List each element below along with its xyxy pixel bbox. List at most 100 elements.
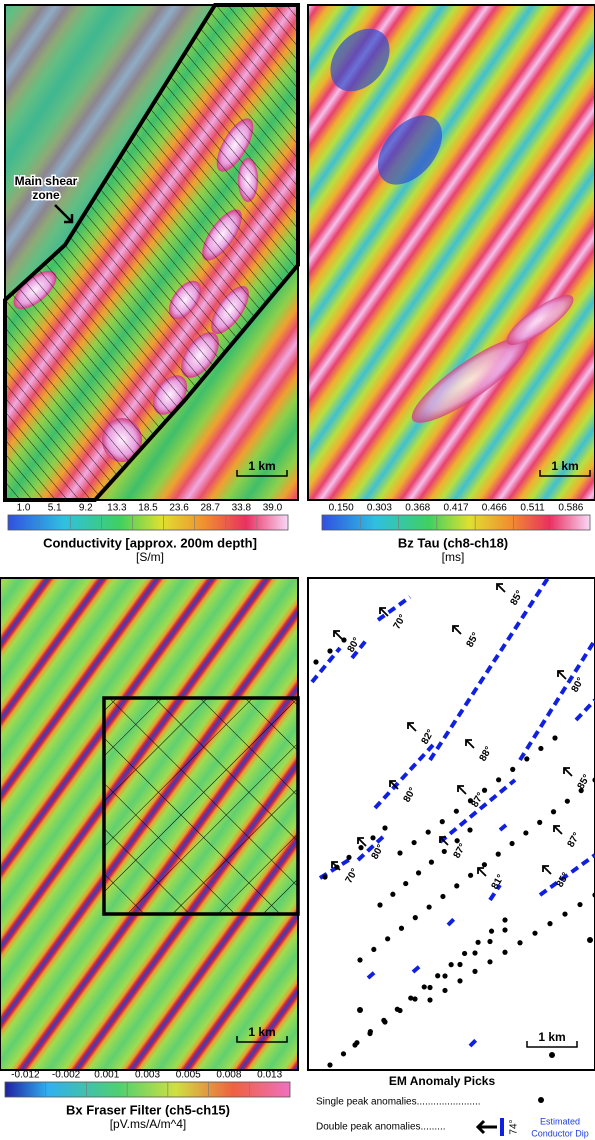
single-peak xyxy=(352,1042,358,1048)
single-peak xyxy=(377,902,383,908)
single-peak xyxy=(427,984,433,991)
single-peak xyxy=(532,930,538,936)
dip-arrow xyxy=(563,767,573,777)
single-peak xyxy=(547,921,553,927)
colorbar-tick: 0.001 xyxy=(94,1070,119,1081)
scale-label: 1 km xyxy=(248,1025,275,1039)
colorbar-tick: 0.013 xyxy=(257,1070,282,1081)
legend-note: Conductor Dip xyxy=(531,1128,589,1138)
dip-arrow xyxy=(379,607,389,617)
single-peak xyxy=(403,880,409,887)
conductor-dash xyxy=(538,853,595,897)
panel-title: Bz Tau (ch8-ch18) xyxy=(398,535,508,550)
dip-arrow xyxy=(553,825,563,835)
panel-units: [pV.ms/A/m^4] xyxy=(110,1117,187,1131)
single-peak xyxy=(346,854,352,861)
conductor-dash xyxy=(438,778,517,844)
panel-title: Conductivity [approx. 200m depth] xyxy=(43,535,257,550)
map-region xyxy=(5,5,215,300)
high-zones xyxy=(411,295,574,423)
single-peak xyxy=(496,777,502,783)
panel-border xyxy=(4,4,299,501)
conductor-dash xyxy=(376,595,412,622)
hatched-zone xyxy=(102,696,300,916)
anomaly-picks: 85°70°80° 85°80°82°88°80° 87°85°80° 87°70°8… xyxy=(310,576,595,1068)
single-peak xyxy=(587,937,593,943)
colorbar-tick: 9.2 xyxy=(79,503,93,514)
colorbar-tick: 0.003 xyxy=(135,1070,160,1081)
colorbar-tick: 39.0 xyxy=(263,503,283,514)
single-peak xyxy=(509,840,515,847)
single-peak xyxy=(327,648,333,654)
panel-border xyxy=(307,4,595,501)
single-peak xyxy=(421,984,427,990)
conductor-dash xyxy=(411,964,422,974)
single-peak xyxy=(472,968,478,974)
single-peak xyxy=(448,962,454,968)
colorbar-tick: 23.6 xyxy=(169,503,189,514)
dip-arrow xyxy=(557,670,567,680)
conductor-dash xyxy=(518,638,595,762)
single-peak xyxy=(523,830,529,836)
single-peak xyxy=(472,950,478,956)
legend-arrow xyxy=(475,1119,497,1135)
dip-arrow xyxy=(465,739,475,749)
single-peak xyxy=(550,809,557,815)
colorbar-tick: 0.511 xyxy=(520,503,545,514)
legend-note: Estimated xyxy=(540,1116,580,1126)
single-peak xyxy=(537,819,543,825)
single-peak xyxy=(552,735,558,741)
single-peak xyxy=(481,862,488,868)
single-peak xyxy=(592,892,595,898)
single-peak xyxy=(502,917,508,923)
conductor-dash xyxy=(350,636,370,660)
low-zones xyxy=(330,28,443,185)
single-peak xyxy=(442,987,448,994)
single-peak xyxy=(457,978,463,984)
single-peak xyxy=(441,848,447,855)
colorbar-tick: 0.417 xyxy=(443,503,468,514)
colorbar-tick: 33.8 xyxy=(232,503,252,514)
single-peak xyxy=(382,825,388,831)
single-peak xyxy=(538,745,544,752)
annotation: Main shear xyxy=(15,174,78,188)
colorbar-tick: 0.005 xyxy=(176,1070,201,1081)
single-peak xyxy=(358,845,364,851)
scale-bar xyxy=(236,470,288,477)
scale-bar xyxy=(539,470,591,477)
single-peak xyxy=(524,756,530,762)
single-peak xyxy=(398,925,405,931)
conductor-dash xyxy=(498,823,508,832)
single-peak xyxy=(322,874,328,880)
colorbar-tick: 0.466 xyxy=(482,503,507,514)
single-peak xyxy=(549,1052,555,1058)
single-peak xyxy=(385,936,391,942)
colorbar-tick: 28.7 xyxy=(200,503,220,514)
dip-arrow xyxy=(452,625,462,635)
single-peak xyxy=(453,808,459,814)
single-peak xyxy=(487,959,493,965)
single-peak xyxy=(538,1097,544,1103)
single-peak xyxy=(313,659,319,665)
single-peak xyxy=(442,973,448,979)
panel-title: Bx Fraser Filter (ch5-ch15) xyxy=(66,1102,230,1117)
single-peak xyxy=(467,872,474,878)
colorbar-tick: -0.012 xyxy=(11,1070,40,1081)
single-peak xyxy=(426,904,432,910)
scale-label: 1 km xyxy=(248,459,275,473)
dip-arrow xyxy=(496,583,506,593)
panel-units: [S/m] xyxy=(136,550,164,564)
single-peak xyxy=(428,859,435,865)
single-peak xyxy=(341,637,347,643)
single-peak xyxy=(592,777,595,783)
colorbar-tick: 13.3 xyxy=(107,503,127,514)
single-peak xyxy=(475,939,481,945)
conductor-dash xyxy=(356,833,387,862)
single-peak xyxy=(454,883,460,889)
single-peak xyxy=(578,787,584,794)
colorbar-tick: 18.5 xyxy=(138,503,158,514)
single-peak xyxy=(454,838,460,844)
single-peak xyxy=(502,949,508,955)
scale-bar xyxy=(526,1041,578,1048)
